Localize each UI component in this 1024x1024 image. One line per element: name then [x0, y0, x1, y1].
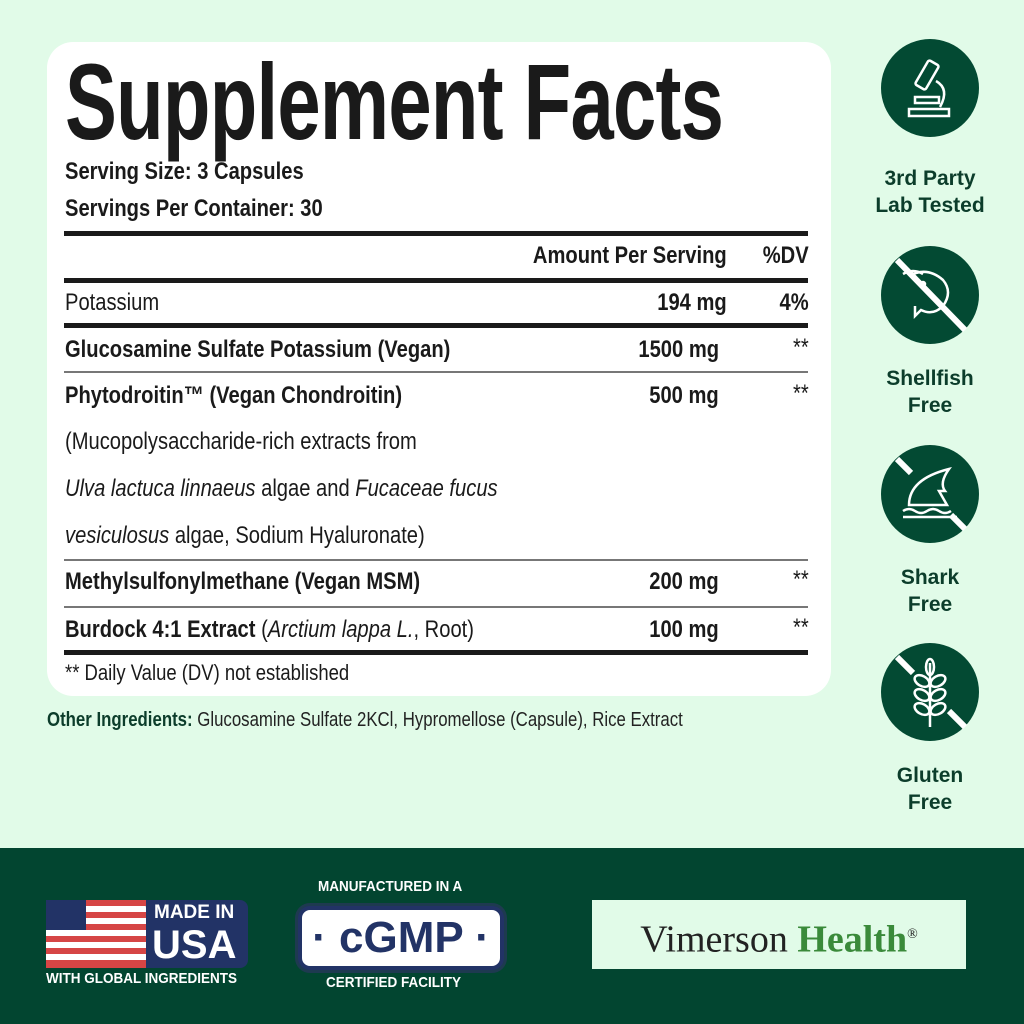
nutrient-amount: 100 mg: [649, 616, 719, 643]
nutrient-amount: 500 mg: [649, 382, 719, 409]
cgmp-bottom-text: CERTIFIED FACILITY: [326, 974, 461, 991]
no-shellfish-icon: [881, 246, 979, 344]
nutrient-amount: 194 mg: [657, 289, 727, 316]
footnote: ** Daily Value (DV) not established: [65, 660, 350, 685]
nutrient-dv: **: [793, 334, 809, 361]
divider: [64, 650, 808, 655]
description-line: (Mucopolysaccharide-rich extracts from: [65, 428, 417, 455]
usa-text: USA: [152, 923, 237, 967]
nutrient-dv: **: [793, 566, 809, 593]
nutrient-dv: 4%: [779, 289, 809, 316]
no-gluten-icon: [881, 643, 979, 741]
other-ingredients: Other Ingredients: Glucosamine Sulfate 2…: [47, 709, 683, 731]
badge-label: 3rd Party Lab Tested: [875, 167, 985, 217]
header-amount: Amount Per Serving: [533, 242, 727, 269]
nutrient-amount: 200 mg: [649, 568, 719, 595]
description-line: Ulva lactuca linnaeus algae and Fucaceae…: [65, 475, 498, 502]
servings-per-container: Servings Per Container: 30: [65, 195, 323, 222]
divider: [64, 606, 808, 608]
made-in-usa-badge: MADE IN USA: [46, 900, 249, 968]
divider: [64, 323, 808, 328]
no-shark-icon: [881, 445, 979, 543]
usa-subtext: WITH GLOBAL INGREDIENTS: [46, 970, 238, 987]
panel-title: Supplement Facts: [65, 41, 724, 162]
made-in-text: MADE IN: [154, 902, 235, 923]
badge-label: Shellfish Free: [886, 367, 974, 417]
header-dv: %DV: [763, 242, 809, 269]
divider: [64, 371, 808, 373]
nutrient-name: Methylsulfonylmethane (Vegan MSM): [65, 568, 421, 595]
description-line: vesiculosus algae, Sodium Hyaluronate): [65, 522, 425, 549]
nutrient-name: Phytodroitin™ (Vegan Chondroitin): [65, 382, 403, 409]
nutrient-name: Potassium: [65, 289, 160, 316]
badge-label: Shark Free: [900, 566, 960, 616]
nutrient-dv: **: [793, 614, 809, 641]
brand-logo: Vimerson Health®: [592, 900, 966, 969]
divider: [64, 231, 808, 236]
badge-label: Gluten Free: [896, 764, 964, 814]
nutrient-name: Glucosamine Sulfate Potassium (Vegan): [65, 336, 451, 363]
microscope-icon: [881, 39, 979, 137]
nutrient-name: Burdock 4:1 Extract (Arctium lappa L., R…: [65, 616, 474, 643]
nutrient-dv: **: [793, 380, 809, 407]
serving-size: Serving Size: 3 Capsules: [65, 158, 304, 185]
us-flag-icon: [46, 900, 146, 968]
divider: [64, 278, 808, 283]
nutrient-amount: 1500 mg: [638, 336, 719, 363]
cgmp-top-text: MANUFACTURED IN A: [318, 878, 463, 895]
footer-band: MADE IN USA WITH GLOBAL INGREDIENTS MANU…: [0, 848, 1024, 1024]
divider: [64, 559, 808, 561]
supplement-facts-panel: Supplement Facts Serving Size: 3 Capsule…: [47, 42, 831, 696]
cgmp-badge: · cGMP ·: [298, 906, 504, 970]
